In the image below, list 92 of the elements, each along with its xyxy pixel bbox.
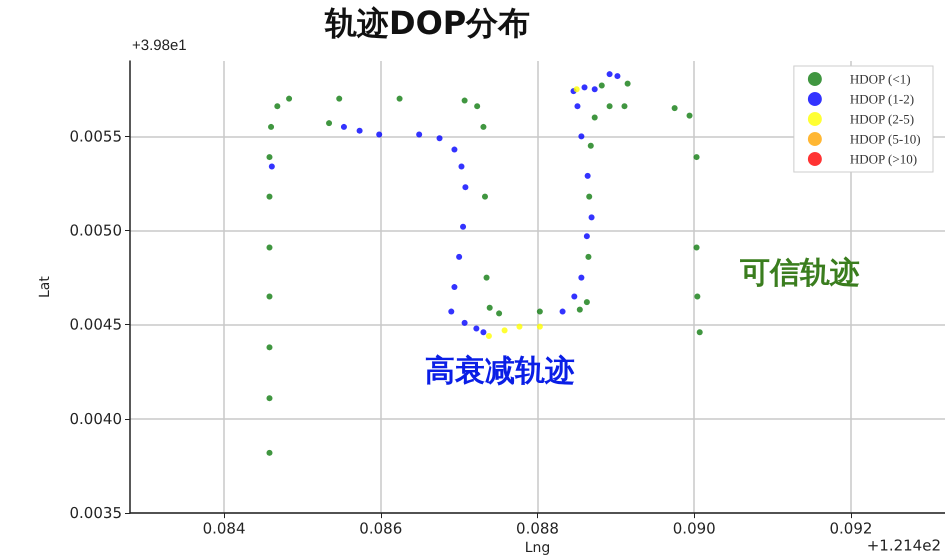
chart-title: 轨迹DOP分布: [324, 4, 530, 42]
point: [268, 124, 274, 130]
point: [614, 73, 620, 80]
point: [326, 120, 332, 126]
point: [286, 96, 292, 102]
point: [376, 131, 382, 138]
point: [584, 172, 591, 179]
y-tick-label: 0.0045: [70, 316, 122, 334]
annotation: 可信轨迹: [739, 256, 860, 290]
point: [266, 154, 272, 160]
point: [266, 395, 272, 402]
legend-label: HDOP (5-10): [850, 132, 921, 146]
point: [606, 71, 613, 78]
point: [598, 82, 605, 88]
point: [696, 329, 703, 336]
x-tick-label: 0.086: [359, 520, 402, 538]
point: [592, 114, 598, 121]
point: [584, 233, 590, 240]
point: [571, 293, 578, 300]
point: [578, 274, 584, 281]
point: [460, 224, 466, 230]
point: [340, 124, 347, 130]
point: [621, 103, 628, 110]
legend-label: HDOP (2-5): [850, 112, 914, 126]
point: [582, 84, 588, 90]
point: [462, 98, 468, 104]
point: [516, 324, 522, 330]
x-tick-label: 0.084: [202, 520, 246, 538]
point: [496, 310, 502, 316]
point: [480, 329, 486, 336]
y-axis-title: Lat: [37, 276, 53, 298]
point: [473, 325, 480, 332]
point: [356, 128, 363, 134]
point: [560, 308, 566, 315]
point: [694, 244, 700, 250]
point: [396, 96, 403, 102]
point: [451, 284, 458, 290]
point: [584, 299, 590, 306]
x-tick-label: 0.088: [516, 520, 559, 538]
point: [462, 320, 468, 326]
point: [462, 184, 468, 190]
point: [536, 308, 543, 315]
point: [588, 214, 595, 220]
x-tick-label: 0.092: [829, 520, 872, 538]
point: [436, 135, 443, 142]
point: [482, 194, 488, 200]
point: [574, 103, 580, 110]
point: [536, 324, 543, 330]
point: [585, 254, 592, 260]
point: [336, 96, 342, 102]
point: [624, 80, 631, 87]
point: [694, 154, 700, 160]
x-axis-title: Lng: [524, 540, 550, 556]
y-tick-label: 0.0035: [70, 504, 122, 522]
point: [456, 254, 462, 260]
point: [578, 133, 584, 140]
y-tick-label: 0.0055: [70, 127, 122, 146]
y-tick-label: 0.0050: [70, 222, 122, 240]
point: [576, 306, 583, 313]
point: [266, 344, 272, 350]
point: [266, 293, 272, 300]
legend-label: HDOP (1-2): [850, 92, 914, 106]
point: [458, 163, 464, 170]
point: [686, 112, 693, 119]
point: [586, 194, 592, 200]
point: [502, 327, 508, 334]
point: [486, 333, 492, 340]
point: [484, 274, 490, 281]
point: [694, 293, 700, 300]
point: [672, 105, 678, 112]
point: [451, 146, 458, 153]
x-tick-label: 0.090: [672, 520, 716, 538]
point: [266, 450, 272, 456]
point: [486, 304, 493, 311]
legend-label: HDOP (<1): [850, 72, 911, 86]
point: [592, 86, 598, 92]
point: [266, 194, 272, 200]
point: [588, 142, 594, 149]
point: [266, 244, 272, 250]
text: +1.214e2: [866, 536, 942, 554]
annotation: 高衰减轨迹: [425, 354, 575, 388]
point: [448, 308, 454, 315]
point: [574, 86, 580, 92]
point: [474, 103, 480, 110]
point: [268, 163, 275, 170]
text: +3.98e1: [132, 37, 187, 54]
point: [606, 103, 613, 110]
point: [274, 103, 280, 110]
point: [480, 124, 486, 130]
y-tick-label: 0.0040: [70, 410, 122, 428]
point: [416, 131, 422, 138]
legend-label: HDOP (>10): [850, 152, 918, 166]
